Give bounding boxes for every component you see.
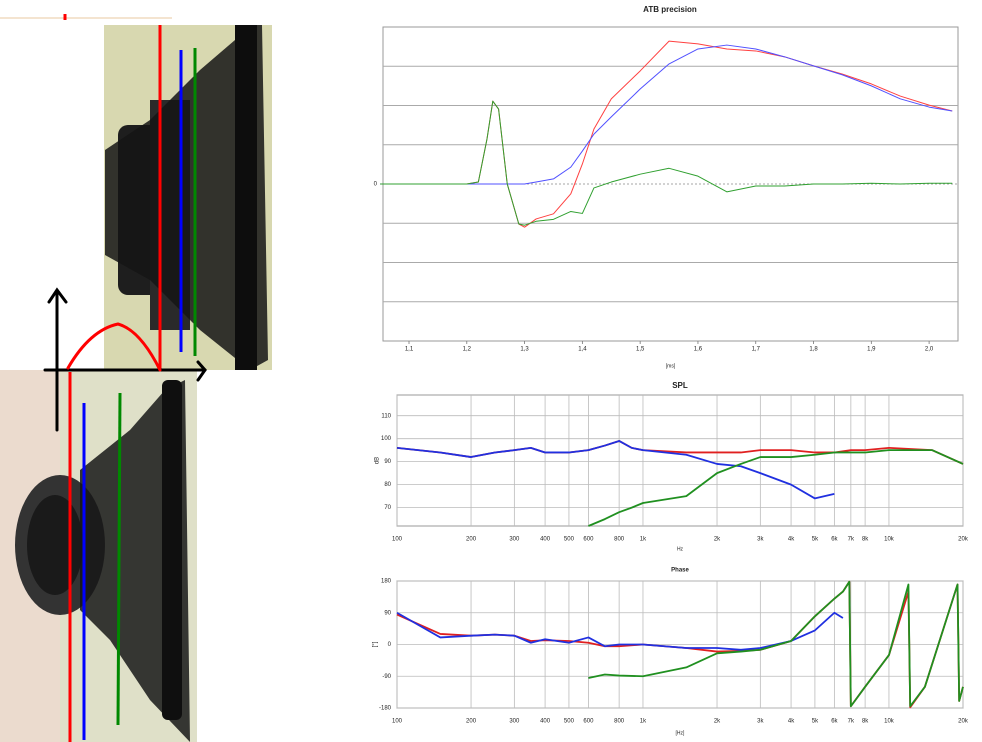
x-tick-label: 1,7	[752, 347, 761, 353]
x-tick-label: 1,1	[405, 347, 414, 353]
x-tick-label: 1,5	[636, 347, 645, 353]
x-tick-label: 8k	[862, 537, 869, 543]
x-tick-label: 500	[564, 537, 575, 543]
y-tick-label: 90	[384, 610, 391, 616]
x-tick-label: 3k	[757, 719, 764, 725]
x-tick-label: 1k	[640, 537, 647, 543]
x-tick-label: 200	[466, 537, 477, 543]
x-tick-label: 5k	[812, 537, 819, 543]
x-tick-label: 1,6	[694, 347, 703, 353]
series-line	[588, 580, 964, 708]
chart-title: Phase	[671, 568, 689, 574]
upper-speaker-illustration	[0, 14, 272, 370]
x-tick-label: 2k	[714, 719, 721, 725]
x-tick-label: 1,9	[867, 347, 876, 353]
plot-area	[396, 394, 964, 527]
x-tick-label: 5k	[812, 719, 819, 725]
x-tick-label: 500	[564, 719, 575, 725]
y-tick-label: 70	[384, 505, 391, 511]
x-tick-label: 2k	[714, 537, 721, 543]
y-axis-label: [°]	[373, 641, 379, 647]
y-tick-label: 110	[381, 413, 391, 419]
x-tick-label: 300	[509, 537, 520, 543]
x-tick-label: 3k	[757, 537, 764, 543]
x-tick-label: 300	[509, 719, 520, 725]
x-tick-label: 800	[614, 537, 625, 543]
x-tick-label: 6k	[831, 537, 838, 543]
y-tick-label: 0	[388, 642, 392, 648]
x-tick-label: 8k	[862, 719, 869, 725]
y-tick-label: 180	[381, 579, 392, 585]
x-tick-label: 400	[540, 537, 551, 543]
x-axis-label: Hz	[677, 546, 684, 552]
series-line	[588, 449, 964, 527]
y-tick-label: 90	[384, 459, 391, 465]
axes-sketch	[43, 287, 207, 432]
x-tick-label: 1,8	[809, 347, 818, 353]
x-tick-label: 400	[540, 719, 551, 725]
y-tick-label: 100	[381, 436, 392, 442]
x-axis-label: [ms]	[666, 363, 676, 369]
x-tick-label: 7k	[848, 537, 855, 543]
chart-title: ATB precision	[643, 5, 697, 14]
x-tick-label: 7k	[848, 719, 855, 725]
series-line	[396, 440, 835, 500]
x-tick-label: 6k	[831, 719, 838, 725]
x-tick-label: 100	[392, 537, 403, 543]
x-tick-label: 20k	[958, 537, 969, 543]
x-tick-label: 20k	[958, 719, 969, 725]
x-tick-label: 1,3	[520, 347, 529, 353]
x-tick-label: 200	[466, 719, 477, 725]
x-tick-label: 10k	[884, 719, 895, 725]
x-tick-label: 1,4	[578, 347, 587, 353]
x-tick-label: 2,0	[925, 347, 934, 353]
x-axis-label: [Hz]	[676, 730, 686, 736]
x-tick-label: 600	[583, 719, 594, 725]
x-tick-label: 800	[614, 719, 625, 725]
x-tick-label: 1k	[640, 719, 647, 725]
y-tick-label: 80	[384, 482, 391, 488]
x-tick-label: 1,2	[463, 347, 472, 353]
y-tick-label: 0	[374, 182, 378, 188]
x-tick-label: 600	[583, 537, 594, 543]
y-tick-label: -90	[382, 674, 391, 680]
y-axis-label: dB	[375, 457, 381, 464]
lower-speaker-illustration	[0, 370, 197, 742]
x-tick-label: 4k	[788, 719, 795, 725]
x-tick-label: 4k	[788, 537, 795, 543]
series-line	[380, 44, 953, 185]
chart-title: SPL	[672, 381, 688, 390]
series-line	[380, 100, 953, 226]
x-tick-label: 100	[392, 719, 403, 725]
y-tick-label: -180	[379, 706, 392, 712]
x-tick-label: 10k	[884, 537, 895, 543]
